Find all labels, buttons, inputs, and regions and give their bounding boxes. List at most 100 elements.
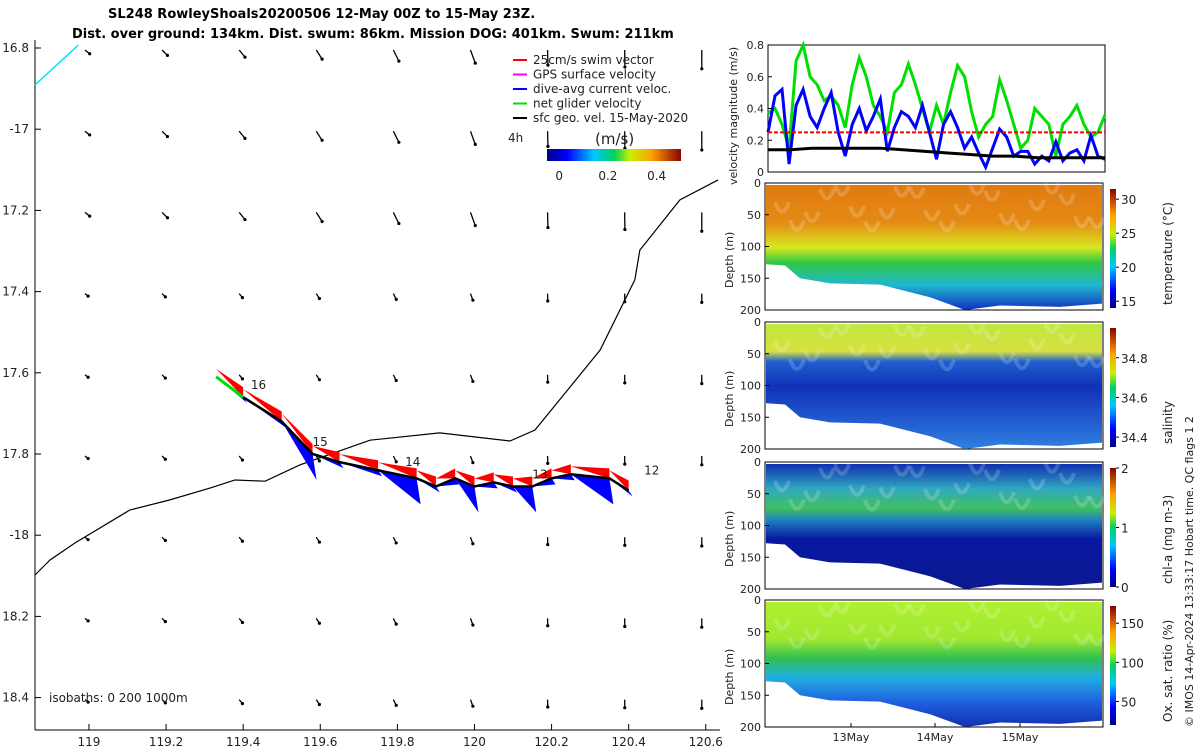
geo-velocity-arrowhead — [623, 381, 627, 385]
oxygen-isotherm-wave — [953, 620, 971, 633]
title-line-1: SL248 RowleyShoals20200506 12-May 00Z to… — [108, 7, 535, 22]
oxygen-section-data — [766, 602, 1102, 727]
oxygen-isotherm-wave — [1088, 634, 1106, 647]
salinity-isotherm-wave — [893, 324, 911, 337]
colorbar-tick-label: 0.2 — [598, 169, 617, 183]
geo-velocity-arrowhead — [546, 225, 550, 230]
isobath-200m-line — [34, 179, 719, 576]
x-tick-label: 119.4 — [226, 735, 260, 749]
current-vector-area — [312, 454, 344, 469]
depth-ylabel: Depth (m) — [723, 232, 736, 288]
oxygen-isotherm-wave — [1028, 616, 1046, 629]
temperature-isotherm-wave — [968, 183, 986, 196]
geo-velocity-arrowhead — [471, 460, 475, 465]
geo-velocity-arrowhead — [546, 705, 550, 709]
oxygen-isotherm-wave — [1013, 636, 1031, 649]
temperature-isotherm-wave — [893, 185, 911, 198]
y-tick-label: 50 — [747, 488, 761, 501]
salinity-isotherm-wave — [908, 325, 926, 339]
chl-a-isotherm-wave — [953, 482, 971, 495]
salinity-isotherm-wave — [788, 358, 806, 371]
section-temperature: 0 50 100 150 200 Depth (m) 15 20 25 30 temperature… — [723, 177, 1175, 317]
geo-velocity-arrowhead — [700, 148, 704, 152]
geo-velocity-arrowhead — [317, 296, 321, 301]
depth-ylabel: Depth (m) — [723, 371, 736, 427]
velocity-series-dive-avg-current-veloc- — [766, 84, 1106, 172]
geo-velocity-arrowhead — [623, 65, 627, 69]
y-tick-label: 0 — [754, 316, 761, 329]
velocity-ylabel: velocity magnitude (m/s) — [727, 47, 740, 185]
y-tick-label: 150 — [740, 411, 761, 424]
chl-a-isotherm-wave — [863, 499, 881, 512]
temperature-isotherm-wave — [923, 209, 941, 222]
swim-vector-area — [281, 413, 313, 454]
geo-velocity-arrowhead — [317, 378, 321, 382]
geo-velocity-arrowhead — [473, 61, 477, 65]
geo-velocity-arrowhead — [546, 380, 550, 384]
colorbar-tick-label: 1 — [1121, 522, 1129, 536]
geo-velocity-arrowhead — [394, 622, 398, 626]
swim-vector-area — [513, 476, 533, 487]
geo-velocity-arrowhead — [394, 297, 398, 301]
oxygen-isotherm-wave — [788, 636, 806, 649]
colorbar-tick-label: 2 — [1121, 462, 1129, 476]
geo-velocity-arrowhead — [394, 541, 398, 545]
y-tick-label: 50 — [747, 626, 761, 639]
temperature-isotherm-wave — [1058, 193, 1076, 206]
chl-a-isotherm-wave — [1043, 461, 1061, 474]
legend-entry: dive-avg current veloc. — [533, 82, 671, 96]
y-tick-label: 200 — [740, 721, 761, 734]
salinity-isotherm-wave — [923, 348, 941, 361]
current-vector-area — [281, 421, 317, 480]
current-vector-area — [493, 482, 518, 493]
y-tick-label: 0 — [754, 177, 761, 190]
geo-velocity-arrowhead — [473, 142, 477, 146]
y-tick-label: 100 — [740, 380, 761, 393]
swim-vector-area — [609, 470, 629, 491]
geo-velocity-arrowhead — [86, 700, 90, 704]
chl-a-isotherm-wave — [908, 465, 926, 479]
current-vector-area — [609, 478, 633, 497]
legend-entry: sfc geo. vel. 15-May-2020 — [533, 111, 688, 125]
geo-velocity-arrowhead — [397, 59, 401, 63]
y-tick-label: 18.4 — [2, 691, 29, 705]
temperature-isotherm-wave — [803, 211, 821, 224]
geo-velocity-arrowhead — [88, 214, 92, 218]
y-tick-label: 0.4 — [747, 103, 765, 116]
section-chl-a: 0 50 100 150 200 Depth (m) 0 1 2 chl-a (mg m-3) — [723, 456, 1175, 596]
legend-entry: GPS surface velocity — [533, 68, 656, 82]
swim-vector-area — [216, 368, 244, 398]
geo-velocity-arrowhead — [240, 458, 245, 462]
x-tick-label: 119.8 — [380, 735, 414, 749]
salinity-isotherm-wave — [1088, 356, 1106, 369]
chl-a-isotherm-wave — [878, 486, 896, 499]
geo-velocity-arrowhead — [471, 298, 475, 302]
y-tick-label: 0 — [754, 594, 761, 607]
temperature-isotherm-wave — [1088, 217, 1106, 230]
swim-vector-area — [455, 470, 475, 487]
track-map: 119 119.2 119.4 119.6 119.8 120 120.2 120.4 120.… — [2, 40, 723, 749]
y-tick-label: 17.6 — [2, 366, 29, 380]
geo-velocity-arrowhead — [243, 55, 247, 59]
temperature-isotherm-wave — [818, 188, 836, 201]
oxygen-isotherm-wave — [893, 602, 911, 615]
chl-a-isotherm-wave — [1028, 478, 1046, 491]
chl-a-isotherm-wave — [923, 488, 941, 501]
geo-velocity-arrowhead — [546, 624, 550, 628]
temperature-isotherm-wave — [833, 184, 851, 197]
swim-vector-area — [532, 468, 552, 479]
chl-a-isotherm-wave — [803, 490, 821, 503]
geo-velocity-arrowhead — [86, 619, 90, 623]
geo-velocity-arrow — [469, 212, 476, 226]
geo-velocity-arrowhead — [471, 704, 475, 708]
geo-velocity-arrow — [392, 212, 400, 224]
x-tick-label: 120.4 — [611, 735, 645, 749]
geo-velocity-arrowhead — [623, 624, 627, 629]
chl-a-colorbar-label: chl-a (mg m-3) — [1161, 495, 1175, 584]
oxygen-isotherm-wave — [938, 637, 956, 650]
y-tick-label: 0.6 — [747, 71, 765, 84]
current-vector-area — [216, 376, 248, 404]
chl-a-isotherm-wave — [968, 462, 986, 475]
salinity-section-data — [766, 324, 1102, 449]
